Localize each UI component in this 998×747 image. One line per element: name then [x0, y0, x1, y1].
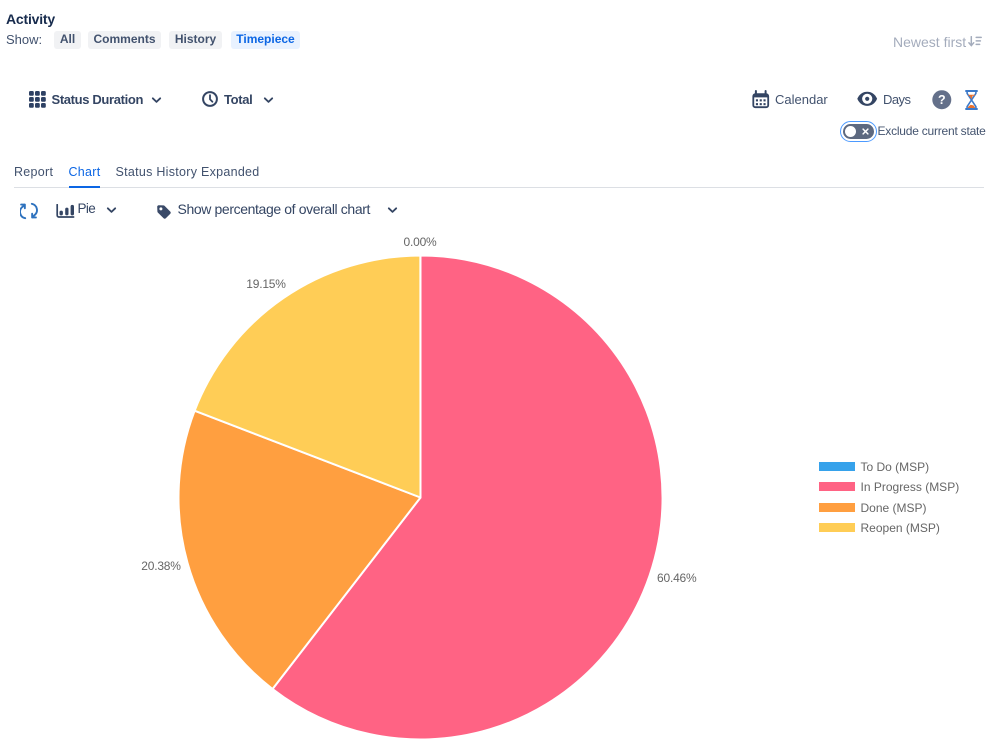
svg-text:?: ?	[937, 93, 945, 107]
